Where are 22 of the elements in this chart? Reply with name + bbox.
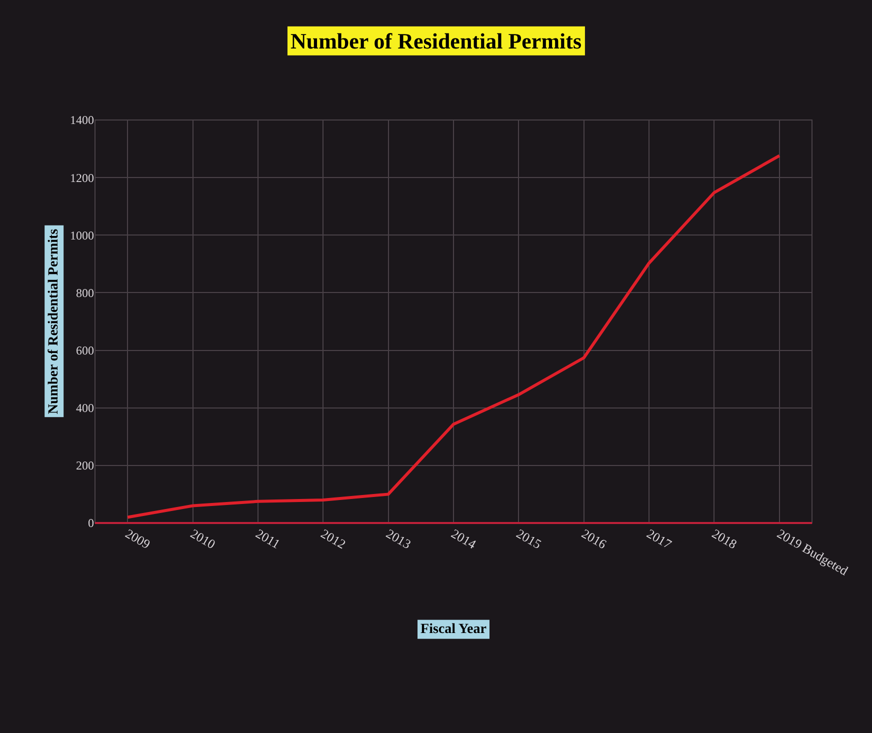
y-tick-label: 1400 — [70, 113, 94, 128]
x-tick-label: 2018 — [709, 526, 740, 552]
y-tick-label: 800 — [76, 286, 94, 300]
x-axis-title: Fiscal Year — [420, 622, 486, 637]
x-tick-label: 2016 — [579, 526, 610, 552]
x-tick-label: 2009 — [122, 526, 153, 552]
y-tick-label: 600 — [76, 343, 94, 358]
x-tick-label: 2014 — [448, 526, 480, 552]
y-tick-label: 200 — [76, 458, 94, 473]
x-tick-label: 2015 — [514, 526, 544, 552]
x-tick-label: 2017 — [644, 526, 675, 552]
chart-title: Number of Residential Permits — [290, 28, 582, 54]
x-tick-label: 2011 — [253, 526, 283, 552]
x-tick-label: 2012 — [318, 526, 348, 552]
y-axis-title: Number of Residential Permits — [46, 228, 62, 414]
y-tick-label: 1000 — [70, 228, 94, 242]
y-tick-label: 400 — [76, 401, 94, 416]
y-tick-label: 0 — [88, 516, 94, 530]
y-tick-label: 1200 — [70, 170, 94, 185]
x-tick-label: 2013 — [384, 526, 414, 552]
x-tick-label: 2010 — [188, 526, 218, 552]
line-series — [126, 154, 781, 519]
